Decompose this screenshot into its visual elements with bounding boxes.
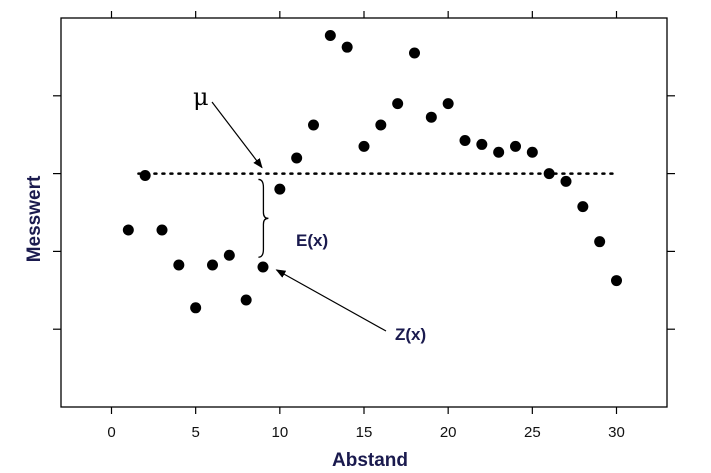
plot-frame: [60, 17, 668, 408]
data-point: [341, 41, 353, 53]
data-point: [122, 224, 134, 236]
mu-label: μ: [193, 83, 209, 111]
data-point: [442, 98, 454, 110]
expectation-brace: [258, 178, 269, 258]
data-points: [122, 30, 622, 314]
data-point: [358, 140, 370, 152]
data-point: [543, 168, 555, 180]
x-tick-label: 5: [191, 424, 199, 441]
data-point: [308, 119, 319, 131]
x-tick-label: 10: [271, 424, 288, 441]
data-point: [156, 224, 168, 236]
x-tick-label: 15: [356, 424, 373, 441]
data-point: [139, 170, 151, 182]
y-axis-ticks: [53, 95, 675, 330]
x-tick-label: 25: [524, 424, 541, 441]
x-tick-label: 30: [608, 424, 625, 441]
data-point: [425, 111, 437, 123]
data-point: [476, 138, 488, 150]
x-tick-label: 0: [107, 424, 115, 441]
data-point: [324, 30, 336, 42]
x-axis-ticks: 0 5 10 15 20 25 30: [107, 11, 625, 441]
expectation-label: E(x): [296, 231, 328, 250]
data-point: [493, 146, 505, 158]
data-point: [510, 140, 521, 152]
x-tick-label: 20: [440, 424, 457, 441]
data-point: [274, 183, 286, 195]
y-axis-title: Messwert: [24, 175, 45, 262]
x-axis-title: Abstand: [332, 450, 408, 471]
observation-label: Z(x): [395, 325, 426, 344]
data-point: [207, 259, 218, 271]
data-point: [459, 135, 471, 147]
data-point: [611, 275, 622, 287]
observation-arrow: [275, 269, 387, 332]
data-point: [173, 259, 185, 271]
mu-arrow: [211, 101, 263, 169]
data-point: [577, 201, 589, 213]
data-point: [392, 98, 404, 110]
data-point: [594, 236, 606, 248]
data-point: [560, 175, 572, 187]
data-point: [240, 294, 252, 306]
data-point: [409, 47, 420, 59]
data-point: [190, 302, 202, 314]
data-point: [291, 152, 303, 164]
data-point: [257, 261, 269, 273]
data-point: [526, 146, 538, 158]
data-point: [375, 119, 387, 131]
data-point: [223, 249, 235, 261]
